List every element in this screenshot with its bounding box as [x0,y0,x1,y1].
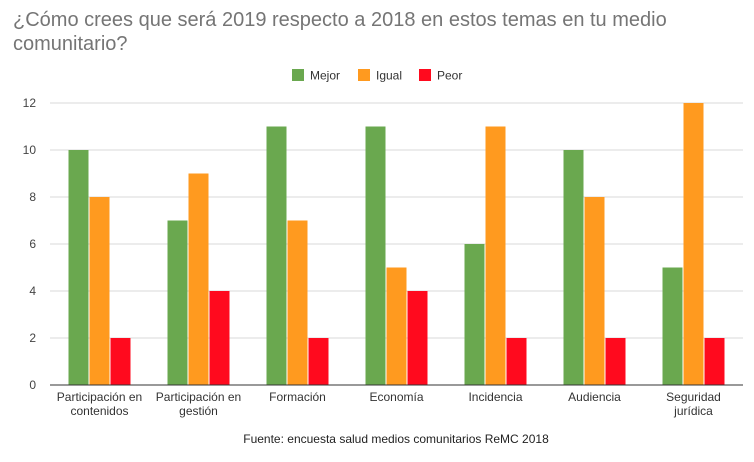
bar-peor-1 [209,291,230,385]
bar-peor-5 [605,338,626,385]
bar-peor-6 [704,338,725,385]
bar-igual-2 [287,220,308,385]
bar-peor-0 [110,338,131,385]
bar-igual-6 [683,103,704,385]
bar-mejor-5 [563,150,584,385]
category-label: Audiencia [568,390,621,404]
bar-mejor-6 [662,267,683,385]
y-tick-label: 8 [29,190,36,204]
bars [50,103,743,386]
bar-peor-2 [308,338,329,385]
bar-mejor-1 [167,220,188,385]
y-tick-label: 12 [23,96,37,110]
bar-igual-0 [89,197,110,385]
y-tick-label: 6 [29,237,36,251]
legend-swatch-peor [419,69,431,81]
bar-igual-5 [584,197,605,385]
legend: Mejor Igual Peor [292,69,462,83]
category-label: Formación [269,390,326,404]
legend-label-igual: Igual [376,69,402,83]
bar-mejor-3 [365,126,386,385]
y-tick-label: 4 [29,284,36,298]
category-label: Participación en [156,390,241,404]
bar-mejor-2 [266,126,287,385]
bar-igual-3 [386,267,407,385]
x-axis-label: Fuente: encuesta salud medios comunitari… [243,432,549,446]
legend-swatch-mejor [292,69,304,81]
category-label: Seguridad [666,390,721,404]
bar-peor-4 [506,338,527,385]
y-tick-label: 0 [29,378,36,392]
category-label: jurídica [673,404,713,418]
category-label: gestión [179,404,218,418]
category-label: Participación en [57,390,142,404]
bar-peor-3 [407,291,428,385]
legend-label-peor: Peor [437,69,462,83]
y-tick-label: 2 [29,331,36,345]
bar-mejor-0 [68,150,89,385]
bar-igual-1 [188,173,209,385]
bar-mejor-4 [464,244,485,385]
chart-title: ¿Cómo crees que será 2019 respecto a 201… [13,9,667,55]
legend-swatch-igual [358,69,370,81]
category-label: Incidencia [468,390,522,404]
y-tick-label: 10 [23,143,37,157]
category-label: Economía [369,390,423,404]
bar-igual-4 [485,126,506,385]
y-axis-ticks: 0 2 4 6 8 10 12 [23,96,37,392]
legend-label-mejor: Mejor [310,69,340,83]
x-axis-categories: Participación encontenidosParticipación … [57,390,721,418]
category-label: contenidos [70,404,128,418]
